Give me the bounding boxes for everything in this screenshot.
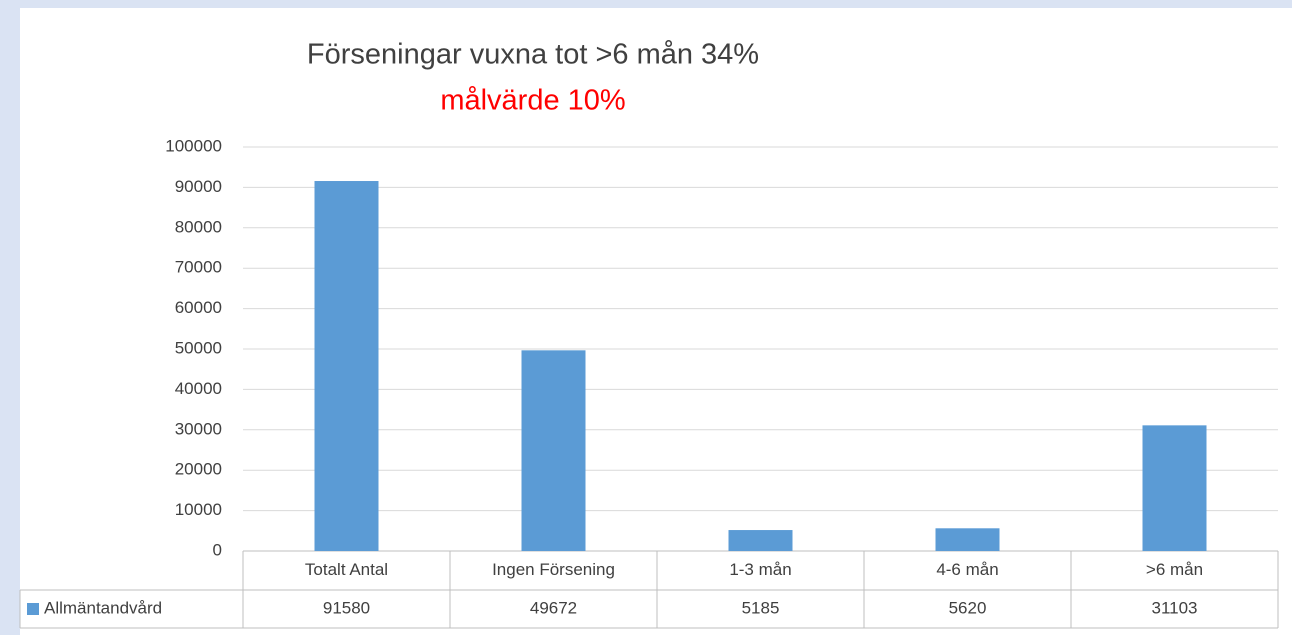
y-tick-label: 40000 <box>175 379 222 398</box>
y-tick-label: 50000 <box>175 338 222 357</box>
bar <box>1142 425 1207 551</box>
y-tick-label: 0 <box>213 540 222 559</box>
bar <box>728 530 793 551</box>
x-tick-label: 4-6 mån <box>936 560 998 579</box>
table-value: 5620 <box>949 598 987 617</box>
y-tick-label: 30000 <box>175 419 222 438</box>
table-value: 31103 <box>1151 598 1197 617</box>
chart-area <box>20 8 1292 635</box>
bar <box>935 528 1000 551</box>
x-tick-label: 1-3 mån <box>729 560 791 579</box>
y-tick-label: 60000 <box>175 298 222 317</box>
y-tick-label: 10000 <box>175 500 222 519</box>
x-tick-label: Totalt Antal <box>305 560 388 579</box>
y-tick-label: 90000 <box>175 177 222 196</box>
x-tick-label: Ingen Försening <box>492 560 615 579</box>
table-value: 5185 <box>742 598 780 617</box>
bar <box>314 181 379 552</box>
y-tick-label: 100000 <box>165 136 222 155</box>
y-tick-label: 20000 <box>175 460 222 479</box>
table-value: 49672 <box>530 598 577 617</box>
legend-swatch <box>27 603 39 615</box>
table-value: 91580 <box>323 598 370 617</box>
legend-label: Allmäntandvård <box>44 598 162 617</box>
chart-title: Förseningar vuxna tot >6 mån 34% <box>307 39 759 71</box>
chart-subtitle: målvärde 10% <box>440 85 625 117</box>
y-tick-label: 70000 <box>175 258 222 277</box>
x-tick-label: >6 mån <box>1146 560 1203 579</box>
y-tick-label: 80000 <box>175 217 222 236</box>
bar <box>521 350 586 551</box>
